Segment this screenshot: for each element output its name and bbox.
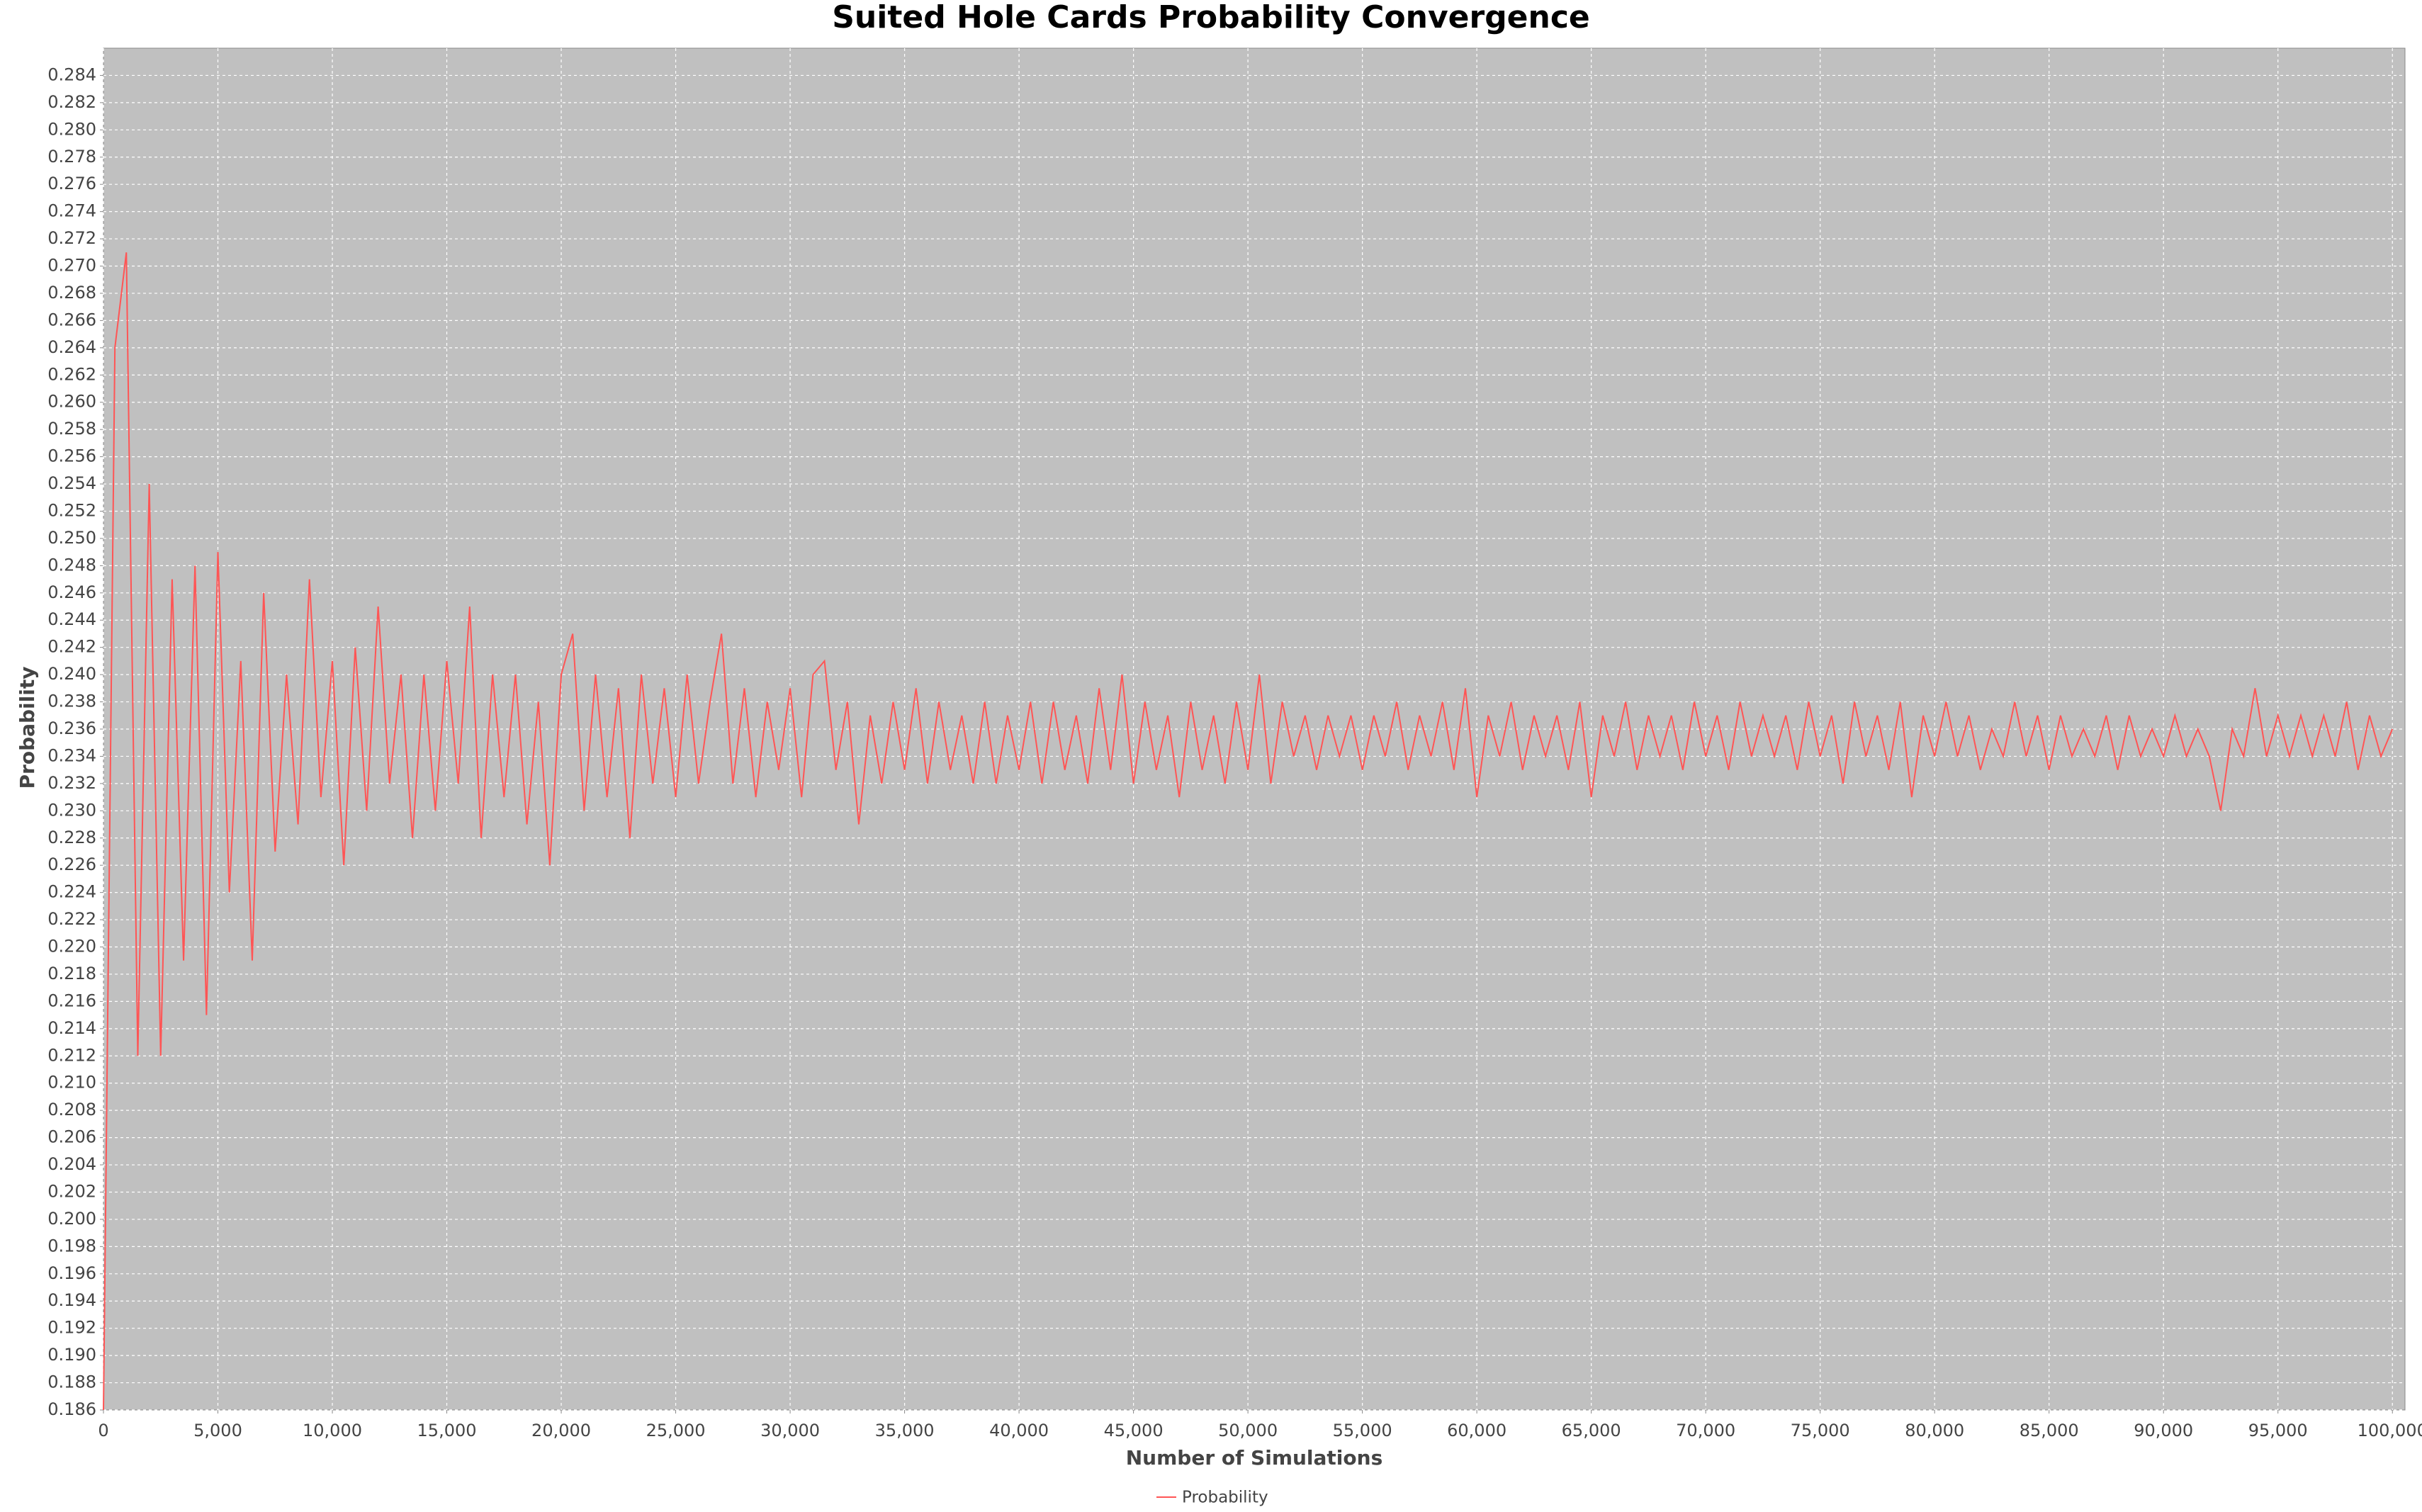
y-tick-label: 0.222 (47, 909, 96, 929)
y-tick-label: 0.236 (47, 718, 96, 738)
x-tick-label: 45,000 (1104, 1421, 1164, 1440)
y-tick-label: 0.266 (47, 310, 96, 329)
x-tick-label: 55,000 (1333, 1421, 1392, 1440)
y-tick-label: 0.254 (47, 473, 96, 493)
y-tick-label: 0.216 (47, 991, 96, 1010)
x-tick-label: 15,000 (417, 1421, 477, 1440)
y-tick-label: 0.210 (47, 1073, 96, 1093)
y-tick-label: 0.204 (47, 1154, 96, 1174)
x-tick-label: 90,000 (2134, 1421, 2193, 1440)
y-tick-label: 0.232 (47, 773, 96, 793)
x-tick-label: 35,000 (875, 1421, 935, 1440)
x-tick-label: 80,000 (1905, 1421, 1964, 1440)
x-axis-label: Number of Simulations (1126, 1446, 1382, 1469)
y-tick-label: 0.212 (47, 1045, 96, 1065)
series-line (103, 252, 2394, 1411)
x-tick-label: 70,000 (1676, 1421, 1735, 1440)
y-tick-label: 0.214 (47, 1018, 96, 1038)
x-tick-label: 25,000 (646, 1421, 706, 1440)
y-tick-label: 0.270 (47, 256, 96, 276)
y-tick-label: 0.268 (47, 283, 96, 303)
x-tick-label: 0 (98, 1421, 108, 1440)
y-tick-label: 0.248 (47, 555, 96, 575)
x-tick-label: 50,000 (1218, 1421, 1278, 1440)
y-tick-label: 0.188 (47, 1372, 96, 1392)
y-tick-label: 0.234 (47, 745, 96, 765)
y-tick-label: 0.264 (47, 337, 96, 357)
y-tick-label: 0.226 (47, 854, 96, 874)
y-tick-label: 0.194 (47, 1290, 96, 1310)
y-tick-label: 0.220 (47, 937, 96, 957)
y-tick-label: 0.206 (47, 1127, 96, 1147)
y-tick-label: 0.230 (47, 800, 96, 820)
x-tick-label: 60,000 (1447, 1421, 1506, 1440)
y-tick-label: 0.284 (47, 64, 96, 84)
y-axis-label: Probability (16, 667, 39, 789)
x-tick-label: 65,000 (1562, 1421, 1621, 1440)
x-tick-label: 5,000 (193, 1421, 242, 1440)
y-tick-label: 0.260 (47, 392, 96, 412)
y-tick-label: 0.186 (47, 1399, 96, 1419)
y-tick-label: 0.238 (47, 692, 96, 711)
x-tick-label: 40,000 (989, 1421, 1049, 1440)
y-tick-label: 0.246 (47, 582, 96, 602)
x-tick-label: 100,000 (2358, 1421, 2422, 1440)
y-tick-label: 0.262 (47, 364, 96, 384)
x-tick-label: 75,000 (1791, 1421, 1850, 1440)
x-tick-label: 30,000 (760, 1421, 820, 1440)
legend-label: Probability (1182, 1489, 1268, 1507)
y-tick-label: 0.280 (47, 119, 96, 139)
y-tick-label: 0.192 (47, 1318, 96, 1338)
y-tick-label: 0.250 (47, 528, 96, 548)
y-tick-label: 0.240 (47, 664, 96, 684)
y-tick-label: 0.196 (47, 1263, 96, 1283)
y-tick-label: 0.202 (47, 1181, 96, 1201)
y-tick-label: 0.200 (47, 1209, 96, 1229)
y-tick-label: 0.276 (47, 174, 96, 193)
y-tick-label: 0.198 (47, 1236, 96, 1256)
y-tick-label: 0.190 (47, 1345, 96, 1365)
y-tick-label: 0.282 (47, 92, 96, 112)
y-tick-label: 0.256 (47, 446, 96, 466)
y-tick-label: 0.258 (47, 419, 96, 439)
x-tick-label: 85,000 (2020, 1421, 2079, 1440)
x-tick-label: 95,000 (2248, 1421, 2308, 1440)
y-tick-label: 0.208 (47, 1100, 96, 1119)
y-tick-label: 0.244 (47, 609, 96, 629)
y-tick-label: 0.252 (47, 500, 96, 520)
y-tick-label: 0.228 (47, 828, 96, 847)
chart-title: Suited Hole Cards Probability Convergenc… (832, 0, 1590, 35)
y-tick-label: 0.218 (47, 964, 96, 983)
y-tick-label: 0.242 (47, 637, 96, 657)
x-tick-label: 10,000 (303, 1421, 362, 1440)
y-tick-label: 0.278 (47, 147, 96, 167)
y-tick-label: 0.274 (47, 201, 96, 221)
y-tick-label: 0.224 (47, 882, 96, 902)
x-tick-label: 20,000 (531, 1421, 591, 1440)
y-tick-label: 0.272 (47, 228, 96, 248)
